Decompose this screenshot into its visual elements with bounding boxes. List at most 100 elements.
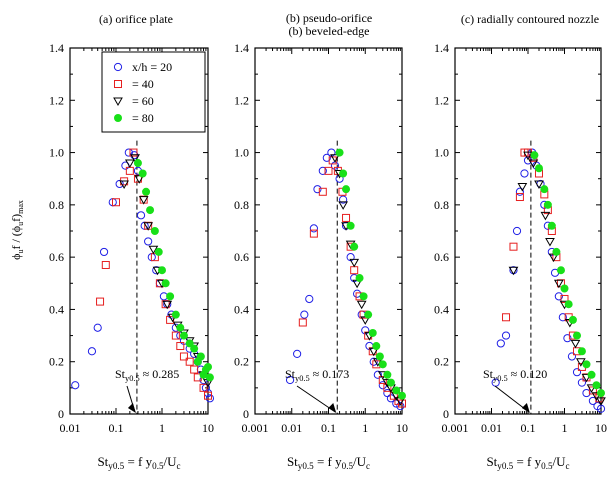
x-tick-label: 0.01: [481, 421, 502, 435]
chart-panel-2: 0 0.2 0.4 0.6 0.8 1.0 1.2 1.4 0.001 0.01 0.1 1 10 Sty…: [234, 11, 408, 471]
data-point: [133, 159, 142, 168]
data-point: [338, 201, 348, 210]
data-point: [373, 370, 382, 379]
data-point: [293, 349, 302, 358]
data-point: [364, 310, 373, 319]
data-point: [298, 318, 307, 327]
data-point: [570, 339, 581, 349]
data-point: [520, 169, 529, 178]
data-point: [136, 211, 146, 220]
data-point: [318, 187, 327, 196]
data-point: [285, 375, 295, 385]
data-point: [112, 198, 120, 207]
x-tick-label: 1: [562, 421, 568, 435]
data-point: [540, 185, 549, 194]
y-tick-label: 0.4: [434, 302, 449, 316]
data-point: [523, 151, 533, 161]
data-point: [129, 148, 138, 157]
data-point: [528, 159, 539, 169]
chart-panel-3: 0 0.2 0.4 0.6 0.8 1.0 1.2 1.4 0.001 0.01 0.1 1 10 Sty…: [434, 12, 607, 471]
data-point: [556, 266, 565, 275]
data-point: [171, 331, 180, 340]
annotation-arrowhead: [521, 403, 530, 413]
data-point: [392, 386, 401, 395]
data-point: [517, 183, 528, 192]
data-point: [300, 310, 309, 319]
data-point: [560, 284, 569, 293]
legend-label: = 40: [132, 77, 154, 91]
data-point: [138, 196, 149, 205]
data-point: [205, 373, 214, 382]
data-point: [572, 331, 581, 340]
data-point: [378, 360, 387, 369]
y-tick-label: 0.8: [234, 198, 249, 212]
data-point: [372, 342, 381, 351]
y-tick-label: 0.2: [434, 355, 449, 369]
data-point: [368, 328, 377, 337]
legend-label: x/h = 20: [132, 60, 172, 74]
data-point: [138, 169, 147, 178]
data-point: [496, 339, 505, 348]
y-tick-label: 0.2: [49, 355, 64, 369]
data-point: [502, 313, 511, 322]
annotation-arrowhead: [328, 403, 337, 413]
y-tick-label: 0: [243, 407, 249, 421]
data-point: [359, 292, 368, 301]
data-point: [176, 323, 185, 332]
data-point: [582, 388, 591, 398]
data-point: [309, 224, 318, 233]
data-point: [179, 331, 188, 340]
data-point: [349, 258, 360, 268]
data-point: [196, 352, 205, 361]
y-tick-label: 1.4: [434, 41, 449, 55]
data-point: [554, 292, 563, 301]
data-point: [335, 148, 344, 157]
data-point: [350, 242, 359, 251]
data-point: [575, 358, 586, 367]
panel-title: (c) radially contoured nozzle: [461, 12, 599, 26]
legend-marker: [113, 62, 123, 72]
data-point: [515, 193, 524, 202]
data-point: [176, 342, 185, 351]
data-point: [324, 166, 333, 175]
data-point: [396, 402, 405, 411]
series-4: [530, 151, 605, 398]
x-tick-label: 10: [202, 421, 214, 435]
legend-box: [101, 51, 206, 133]
data-point: [339, 169, 348, 178]
data-point: [161, 279, 170, 288]
legend-marker: [114, 80, 122, 88]
data-point: [564, 300, 573, 309]
x-axis-label: Sty0.5 = f y0.5/Uc: [486, 454, 569, 471]
data-point: [355, 274, 364, 283]
x-tick-label: 0.01: [60, 421, 81, 435]
data-point: [313, 185, 322, 194]
data-point: [162, 300, 173, 310]
data-point: [190, 365, 199, 374]
data-point: [146, 206, 155, 215]
x-axis-label: Sty0.5 = f y0.5/Uc: [287, 454, 370, 471]
y-tick-label: 1.4: [234, 41, 249, 55]
data-point: [543, 200, 552, 209]
data-point: [563, 334, 572, 343]
x-tick-label: 10: [595, 421, 607, 435]
data-point: [115, 179, 124, 189]
data-point: [588, 396, 598, 406]
panel-title-2: (b) beveled-edge: [289, 24, 370, 38]
chart-panel-1: 0 0.2 0.4 0.6 0.8 1.0 1.2 1.4 0.01 0.1 1 10 Sty0.5 ≈…: [49, 12, 215, 471]
y-tick-label: 1.0: [234, 146, 249, 160]
data-point: [185, 339, 194, 348]
y-tick-label: 1.2: [234, 93, 249, 107]
data-point: [596, 397, 606, 406]
x-tick-label: 0.001: [442, 421, 469, 435]
y-tick-label: 1.2: [49, 93, 64, 107]
data-point: [179, 352, 188, 361]
data-point: [342, 213, 351, 222]
data-point: [150, 253, 159, 262]
data-point: [515, 187, 525, 196]
data-point: [101, 260, 110, 269]
data-point: [577, 378, 587, 387]
data-point: [124, 159, 135, 169]
